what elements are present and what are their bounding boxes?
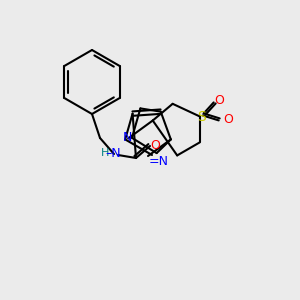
Text: –N: –N bbox=[105, 147, 121, 160]
Text: O: O bbox=[214, 94, 224, 107]
Text: S: S bbox=[197, 110, 206, 124]
Text: N: N bbox=[122, 131, 132, 144]
Text: O: O bbox=[223, 113, 232, 126]
Text: O: O bbox=[150, 139, 160, 152]
Text: =N: =N bbox=[149, 155, 169, 168]
Text: H: H bbox=[101, 148, 109, 158]
